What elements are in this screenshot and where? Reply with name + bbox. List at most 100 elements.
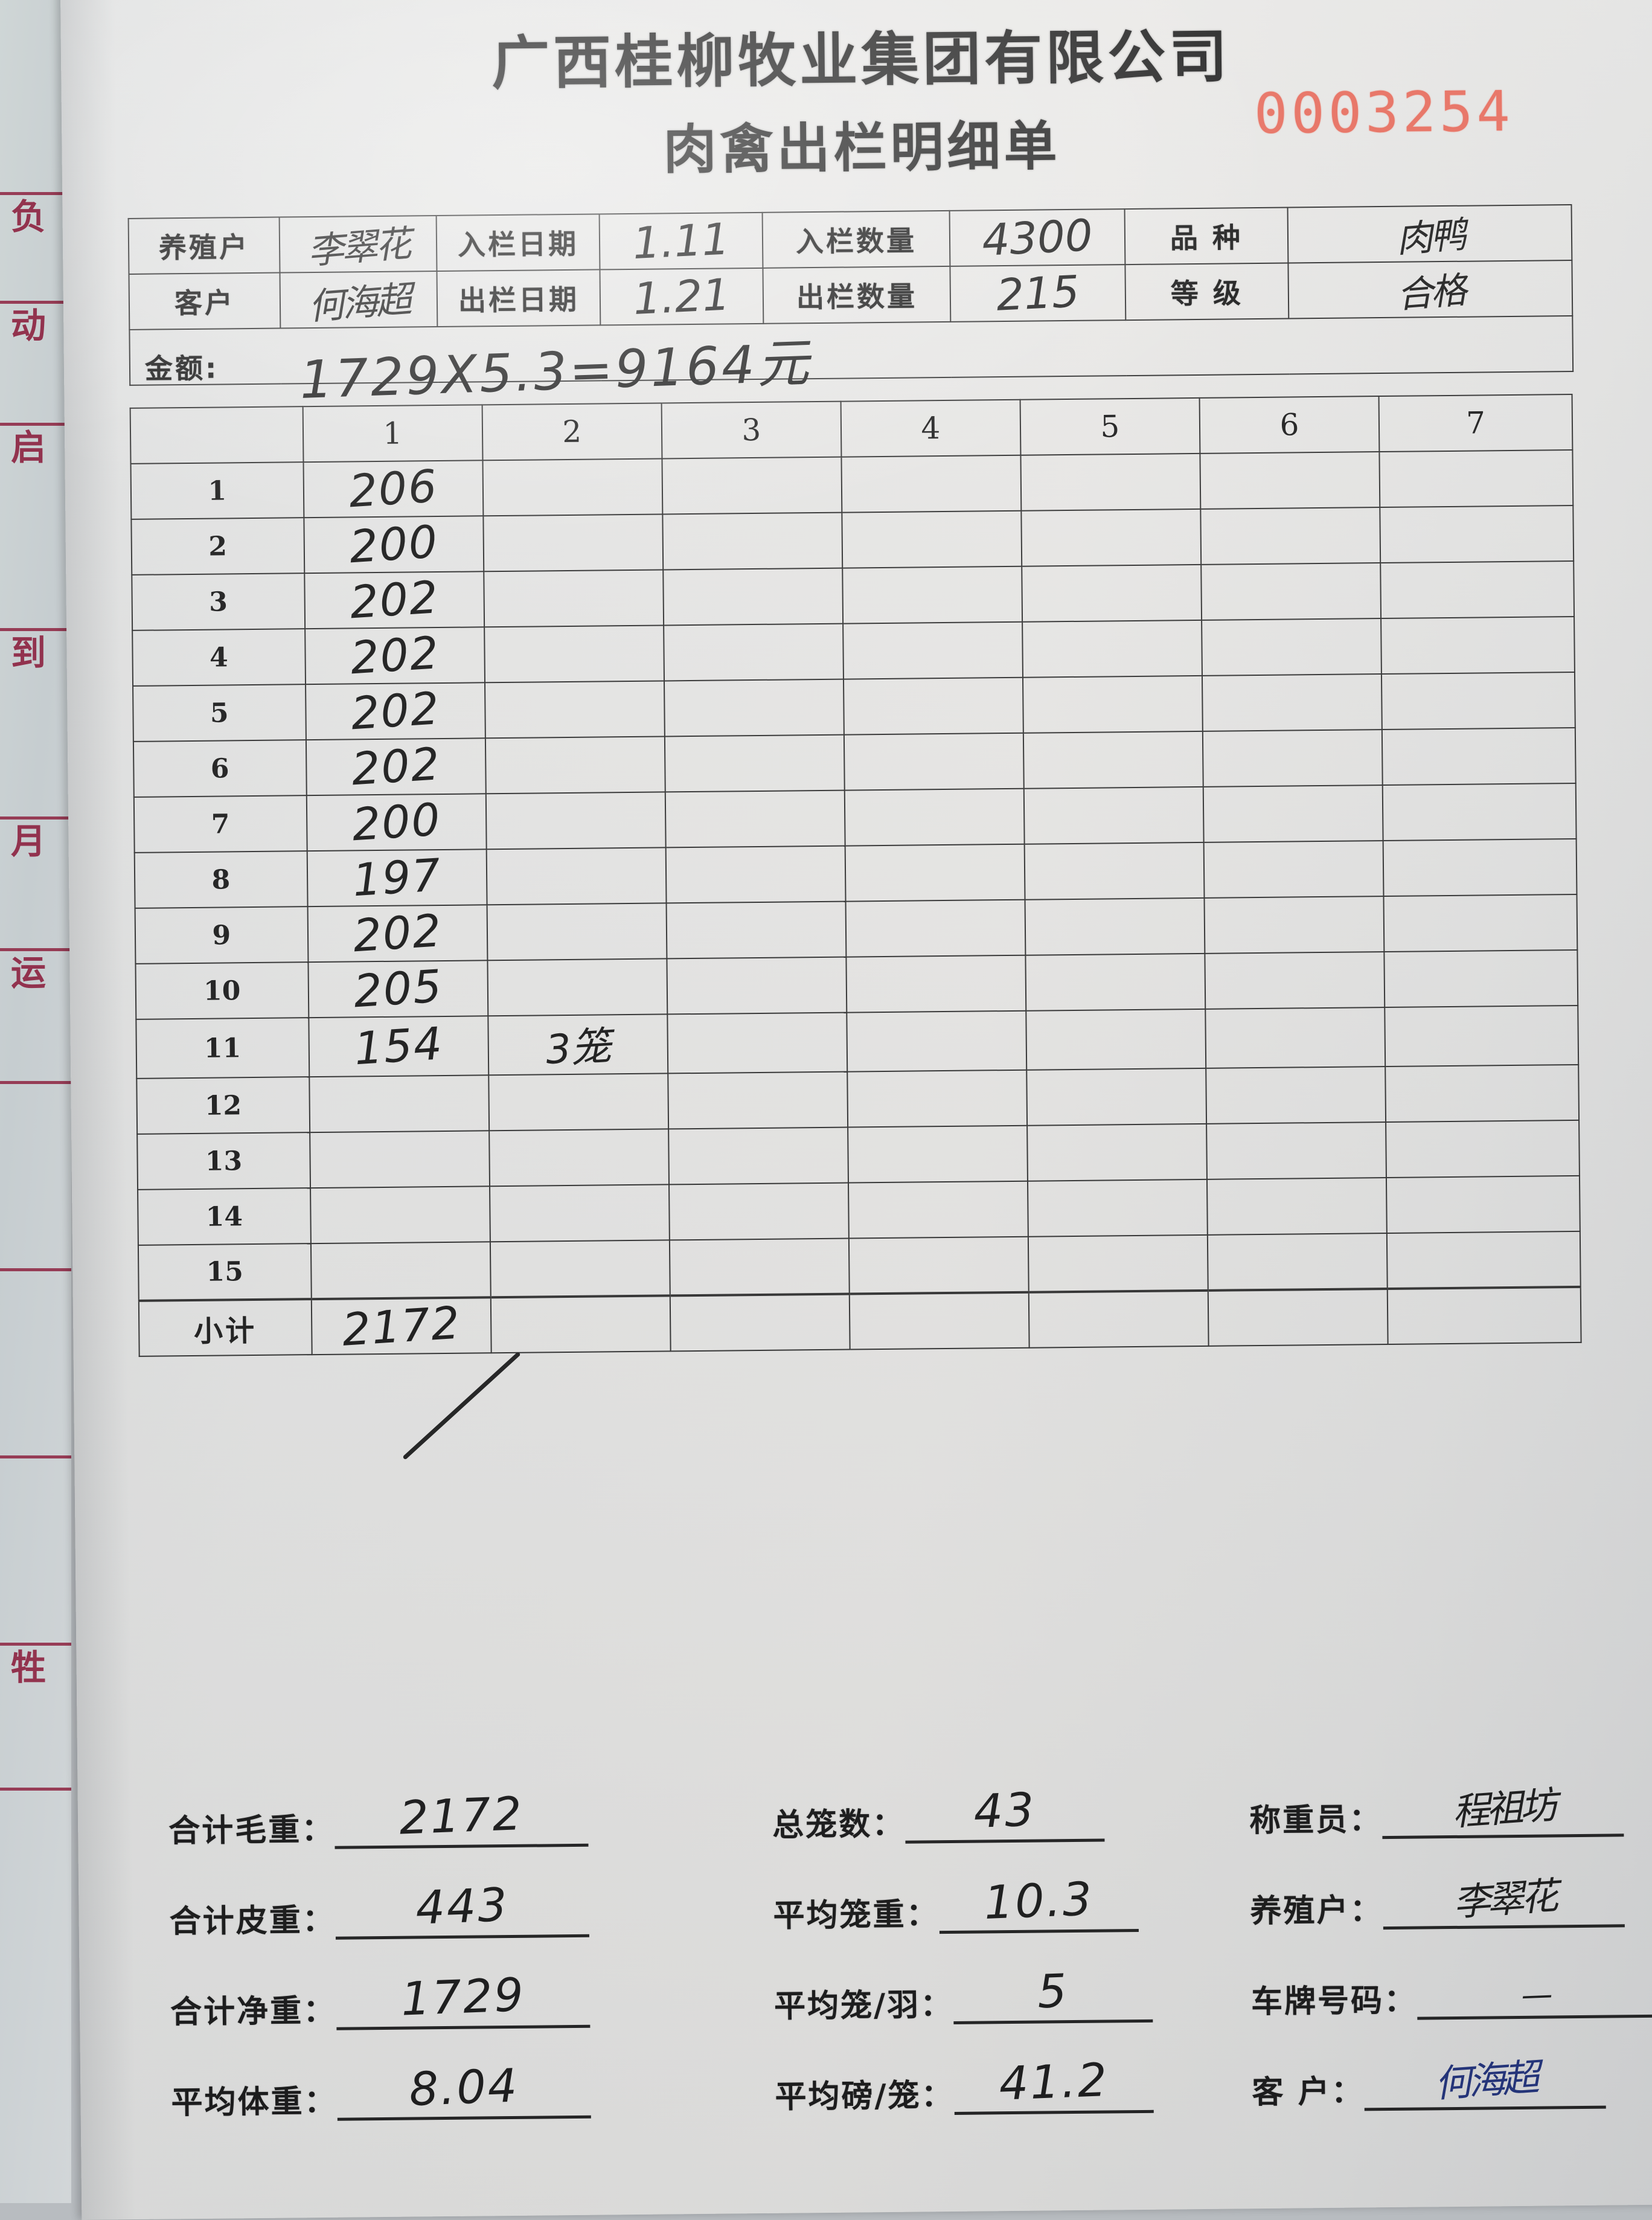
grid-cell-r2-c5[interactable] xyxy=(1020,507,1202,569)
grid-cell-r12-c5[interactable] xyxy=(1025,1066,1208,1128)
grid-cell-r11-c3[interactable] xyxy=(666,1010,848,1076)
grid-cell-r8-c4[interactable] xyxy=(844,841,1026,904)
grid-cell-r8-c7[interactable] xyxy=(1382,836,1578,899)
grid-cell-r12-c3[interactable] xyxy=(667,1069,849,1132)
grid-cell-r1-c3[interactable] xyxy=(661,454,843,517)
grid-cell-r3-c6[interactable] xyxy=(1200,560,1382,623)
grid-cell-r1-c7[interactable] xyxy=(1378,447,1574,510)
grid-cell-r5-c2[interactable] xyxy=(484,678,665,741)
grid-cell-r5-c4[interactable] xyxy=(842,675,1024,737)
grid-cell-r13-c6[interactable] xyxy=(1205,1120,1388,1182)
grid-cell-r11-c2[interactable]: 3笼 xyxy=(487,1012,669,1078)
grid-cell-r1-c2[interactable] xyxy=(482,456,664,519)
grid-subtotal-c3[interactable] xyxy=(669,1291,851,1354)
grid-cell-r15-c6[interactable] xyxy=(1206,1231,1388,1293)
grid-cell-r9-c7[interactable] xyxy=(1383,891,1578,955)
grid-cell-r8-c1[interactable]: 197 xyxy=(306,847,488,909)
grid-cell-r7-c3[interactable] xyxy=(664,788,846,850)
grid-cell-r5-c7[interactable] xyxy=(1380,669,1576,733)
grid-cell-r3-c5[interactable] xyxy=(1020,562,1203,624)
grid-cell-r12-c1[interactable] xyxy=(308,1073,490,1135)
grid-cell-r8-c3[interactable] xyxy=(665,843,847,906)
grid-cell-r14-c4[interactable] xyxy=(847,1178,1029,1241)
value-entry-date[interactable]: 1.11 xyxy=(598,209,764,273)
value-entry-qty[interactable]: 4300 xyxy=(948,205,1127,270)
grid-cell-r6-c4[interactable] xyxy=(843,730,1025,793)
grid-cell-r14-c2[interactable] xyxy=(488,1182,670,1245)
grid-cell-r10-c5[interactable] xyxy=(1025,951,1206,1013)
grid-cell-r9-c5[interactable] xyxy=(1024,896,1206,958)
grid-cell-r13-c1[interactable] xyxy=(309,1128,490,1190)
grid-cell-r15-c7[interactable] xyxy=(1386,1228,1581,1292)
grid-cell-r13-c7[interactable] xyxy=(1385,1117,1581,1181)
grid-cell-r6-c2[interactable] xyxy=(484,734,666,797)
grid-cell-r14-c7[interactable] xyxy=(1385,1173,1581,1236)
grid-cell-r4-c2[interactable] xyxy=(483,623,665,685)
grid-subtotal-c6[interactable] xyxy=(1207,1286,1389,1349)
grid-cell-r7-c5[interactable] xyxy=(1023,784,1205,847)
grid-cell-r9-c6[interactable] xyxy=(1203,894,1385,956)
value-avg-cage-bird[interactable]: 5 xyxy=(1036,1963,1070,2019)
value-gross-weight[interactable]: 2172 xyxy=(398,1786,525,1845)
grid-cell-r13-c2[interactable] xyxy=(488,1126,670,1189)
grid-subtotal-c5[interactable] xyxy=(1028,1288,1209,1350)
grid-cell-r14-c3[interactable] xyxy=(668,1180,850,1243)
grid-cell-r15-c1[interactable] xyxy=(310,1239,491,1301)
grid-cell-r4-c6[interactable] xyxy=(1200,616,1383,678)
grid-cell-r15-c3[interactable] xyxy=(668,1236,850,1298)
grid-cell-r7-c1[interactable]: 200 xyxy=(306,791,487,854)
grid-cell-r15-c4[interactable] xyxy=(848,1234,1029,1297)
grid-cell-r10-c1[interactable]: 205 xyxy=(307,958,489,1020)
grid-cell-r1-c1[interactable]: 206 xyxy=(303,458,484,521)
grid-subtotal-c4[interactable] xyxy=(848,1289,1030,1352)
value-weigher[interactable]: 程祖坊 xyxy=(1450,1783,1555,1835)
grid-cell-r12-c7[interactable] xyxy=(1385,1062,1580,1125)
grid-cell-r5-c6[interactable] xyxy=(1201,672,1383,734)
grid-cell-r3-c1[interactable]: 202 xyxy=(303,569,485,632)
grid-cell-r4-c3[interactable] xyxy=(662,621,844,684)
grid-cell-r10-c6[interactable] xyxy=(1204,949,1386,1012)
grid-cell-r5-c1[interactable]: 202 xyxy=(304,680,486,743)
grid-cell-r7-c7[interactable] xyxy=(1381,780,1577,844)
value-avg-lb-cage[interactable]: 41.2 xyxy=(998,2052,1110,2111)
grid-cell-r15-c2[interactable] xyxy=(489,1237,671,1300)
grid-cell-r2-c2[interactable] xyxy=(482,512,664,574)
value-tare-weight[interactable]: 443 xyxy=(414,1877,510,1935)
grid-cell-r4-c5[interactable] xyxy=(1021,618,1203,680)
grid-cell-r12-c2[interactable] xyxy=(487,1071,670,1134)
grid-cell-r2-c7[interactable] xyxy=(1379,502,1575,566)
grid-cell-r4-c7[interactable] xyxy=(1380,614,1576,677)
grid-cell-r8-c5[interactable] xyxy=(1023,840,1205,902)
grid-cell-r6-c3[interactable] xyxy=(664,732,845,795)
value-exit-date[interactable]: 1.21 xyxy=(598,265,764,329)
grid-cell-r11-c1[interactable]: 154 xyxy=(307,1013,490,1079)
value-customer[interactable]: 何海超 xyxy=(278,266,440,334)
grid-cell-r6-c6[interactable] xyxy=(1202,727,1383,789)
grid-cell-r11-c7[interactable] xyxy=(1384,1003,1580,1070)
grid-cell-r1-c4[interactable] xyxy=(840,452,1022,515)
value-avg-body-weight[interactable]: 8.04 xyxy=(408,2058,520,2117)
grid-cell-r10-c4[interactable] xyxy=(845,952,1027,1015)
grid-cell-r15-c5[interactable] xyxy=(1027,1232,1209,1295)
grid-cell-r2-c6[interactable] xyxy=(1200,505,1381,567)
grid-cell-r2-c1[interactable]: 200 xyxy=(303,513,485,576)
grid-cell-r10-c7[interactable] xyxy=(1383,947,1579,1010)
grid-cell-r14-c1[interactable] xyxy=(309,1184,491,1246)
grid-cell-r13-c4[interactable] xyxy=(847,1123,1028,1185)
value-plate-number[interactable]: — xyxy=(1520,1976,1555,2014)
grid-cell-r7-c4[interactable] xyxy=(844,786,1025,849)
grid-cell-r9-c4[interactable] xyxy=(845,897,1026,960)
grid-cell-r6-c5[interactable] xyxy=(1022,729,1204,791)
grid-cell-r7-c2[interactable] xyxy=(485,789,667,852)
grid-cell-r4-c1[interactable]: 202 xyxy=(304,624,485,687)
grid-cell-r3-c7[interactable] xyxy=(1380,558,1575,621)
grid-cell-r9-c1[interactable]: 202 xyxy=(307,902,488,964)
grid-cell-r12-c6[interactable] xyxy=(1205,1064,1387,1126)
grid-cell-r13-c3[interactable] xyxy=(667,1124,849,1187)
value-total-cages[interactable]: 43 xyxy=(973,1782,1037,1839)
grid-cell-r14-c5[interactable] xyxy=(1026,1177,1208,1239)
grid-cell-r5-c3[interactable] xyxy=(663,676,845,739)
grid-cell-r8-c6[interactable] xyxy=(1203,838,1385,900)
grid-subtotal-c1[interactable]: 2172 xyxy=(310,1295,492,1357)
grid-cell-r11-c4[interactable] xyxy=(845,1008,1028,1074)
